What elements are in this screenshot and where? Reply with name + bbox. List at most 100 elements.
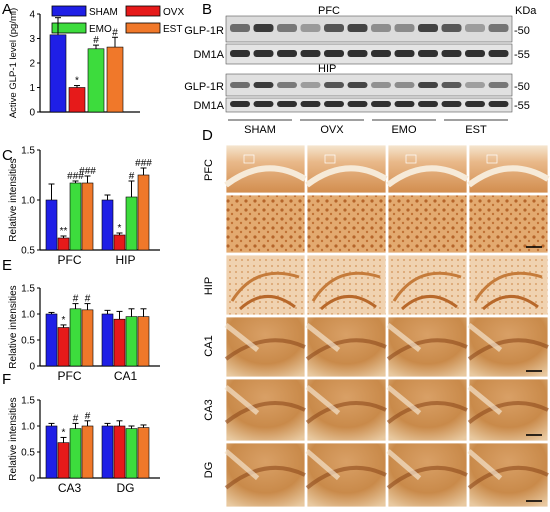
- blot-group-ovx: OVX: [320, 124, 344, 136]
- histology-tile: [386, 442, 468, 508]
- blot-group-sham: SHAM: [244, 124, 276, 136]
- blot-band: [418, 82, 438, 88]
- chart-e-ytick-label: 1.0: [21, 310, 35, 321]
- chart-e-sig-mark: #: [73, 294, 79, 305]
- blot-band: [253, 24, 274, 32]
- chart-f-bar-sham: [101, 425, 114, 479]
- blot-band: [230, 50, 250, 57]
- blot-band: [441, 24, 462, 32]
- chart-e-bar-est: [81, 309, 94, 367]
- histology-tile: [306, 194, 387, 254]
- chart-a-sig-mark: #: [93, 35, 99, 46]
- chart-f-ytick-label: 1.5: [21, 396, 35, 407]
- blot-band: [277, 82, 297, 88]
- blot-title-hip: HIP: [318, 63, 336, 75]
- blot-kda-label: KDa: [515, 5, 537, 17]
- blot-strip-hip-glp1r: [225, 73, 513, 97]
- blot-band: [371, 24, 391, 32]
- western-blot: PFC KDa HIP GLP-1R DM1A GLP-1R DM1A -50 …: [184, 5, 537, 136]
- chart-e-bar-ovx: [113, 318, 126, 367]
- legend: SHAM OVX EMO EST: [51, 5, 184, 35]
- chart-f-ytick-label: 0: [29, 474, 35, 485]
- blot-band: [230, 82, 250, 88]
- histology-tile: [386, 144, 469, 194]
- panel-label-c: C: [2, 147, 13, 164]
- blot-mw-4: -55: [514, 100, 530, 112]
- blot-band: [230, 24, 250, 32]
- histology-tile: [386, 316, 468, 378]
- blot-band: [488, 24, 509, 32]
- histology-tile: [224, 144, 307, 194]
- chart-e-ytick-label: 1.5: [21, 284, 35, 295]
- blot-band: [253, 101, 274, 107]
- chart-c-sig-mark: ###: [79, 166, 96, 177]
- histology-tile: [467, 144, 550, 194]
- chart-c-ylabel: Relative intensities: [8, 158, 19, 241]
- legend-swatch-est: [125, 22, 161, 34]
- blot-band: [465, 24, 485, 32]
- blot-title-pfc: PFC: [318, 5, 340, 17]
- panel-label-a: A: [2, 1, 12, 18]
- blot-band: [300, 24, 321, 32]
- blot-band: [418, 24, 438, 32]
- histology-tile: [306, 254, 387, 316]
- chart-e-ylabel: Relative intensities: [8, 285, 19, 368]
- blot-band: [253, 82, 274, 88]
- blot-strip-pfc-glp1r: [225, 15, 513, 43]
- blot-row-label-1: GLP-1R: [184, 25, 224, 37]
- chart-f-sig-mark: #: [85, 411, 91, 422]
- blot-band: [253, 50, 274, 57]
- chart-a-ylabel: Active GLP-1 level (pg/ml): [8, 8, 19, 118]
- panel-label-b: B: [202, 1, 212, 18]
- blot-band: [394, 101, 415, 107]
- histology-tile: [305, 378, 387, 442]
- chart-c-ytick-label: 1.0: [21, 196, 35, 207]
- chart-f-bar-est: [137, 427, 150, 479]
- blot-group-est: EST: [465, 124, 487, 136]
- histology-tile: [225, 254, 306, 316]
- chart-c-sig-mark: *: [118, 223, 122, 234]
- blot-band: [230, 101, 250, 107]
- blot-row-label-2: DM1A: [193, 49, 224, 61]
- chart-a-sig-mark: #: [112, 27, 118, 38]
- histology-tile: [224, 442, 306, 508]
- histology-tile: [225, 194, 306, 254]
- chart-a-bar-est: [106, 46, 124, 113]
- histology-grid: PFC HIP CA1 CA3 DG: [203, 144, 550, 508]
- chart-f-ytick-label: 0.5: [21, 448, 35, 459]
- chart-a: 0 1 2 3 4 Active GLP-1 level (pg/ml) * # #: [8, 8, 140, 119]
- blot-row-label-3: GLP-1R: [184, 81, 224, 93]
- histology-tile: [467, 316, 549, 378]
- legend-label-emo: EMO: [89, 24, 112, 35]
- chart-f-bar-sham: [45, 425, 58, 479]
- chart-e-ytick-label: 0.5: [21, 336, 35, 347]
- blot-band: [465, 101, 485, 107]
- blot-band: [488, 50, 509, 57]
- histology-tile: [387, 254, 468, 316]
- chart-e-bar-emo: [125, 316, 138, 367]
- chart-c-category-label: HIP: [115, 253, 135, 267]
- histology-tile: [467, 442, 549, 508]
- chart-c-bar-sham: [101, 199, 114, 251]
- chart-c-bar-est: [81, 182, 94, 251]
- histology-tile: [468, 254, 549, 316]
- legend-label-est: EST: [163, 24, 182, 35]
- blot-band: [371, 82, 391, 88]
- blot-band: [418, 101, 438, 107]
- blot-band: [418, 50, 438, 57]
- blot-mw-3: -50: [514, 81, 530, 93]
- chart-c-bar-sham: [45, 199, 58, 251]
- blot-band: [441, 50, 462, 57]
- blot-band: [394, 24, 415, 32]
- chart-e-category-label: CA1: [114, 369, 138, 383]
- chart-e-bar-sham: [45, 313, 58, 367]
- panel-label-f: F: [2, 371, 11, 388]
- histology-row-label-ca1: CA1: [203, 335, 215, 356]
- histology-row-label-hip: HIP: [203, 277, 215, 295]
- blot-band: [488, 82, 509, 88]
- chart-f-sig-mark: #: [73, 413, 79, 424]
- panel-label-e: E: [2, 257, 12, 274]
- chart-a-ytick-label: 0: [29, 108, 35, 119]
- blot-band: [324, 24, 344, 32]
